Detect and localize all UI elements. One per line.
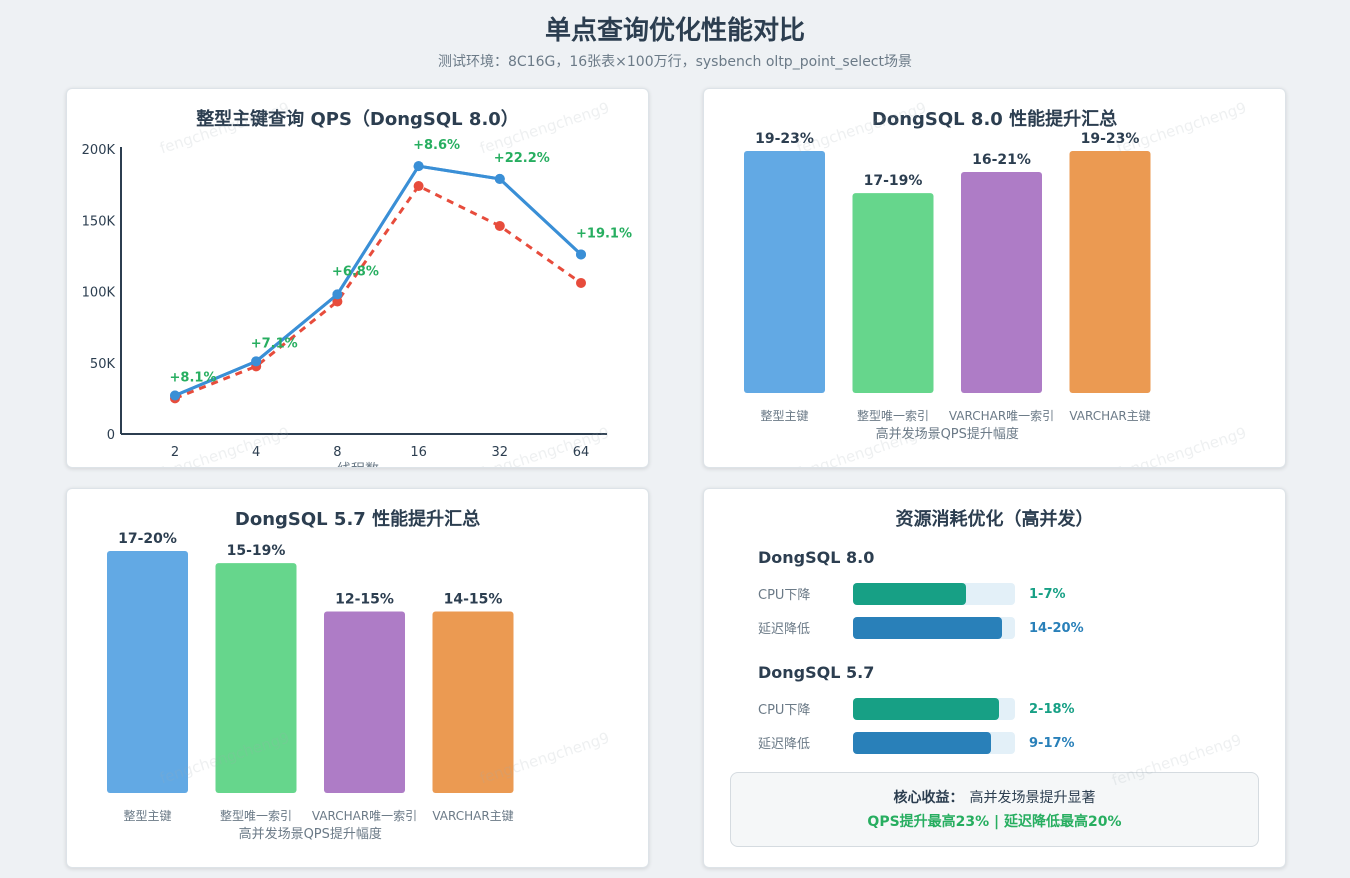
data-point <box>413 161 424 172</box>
data-label: 17-20% <box>118 531 177 547</box>
data-label: +22.2% <box>494 151 550 166</box>
resource-card: 资源消耗优化（高并发） DongSQL 8.0 CPU下降 1-7% 延迟降低 … <box>703 488 1286 868</box>
data-point <box>494 220 505 231</box>
dongsql57-bar-chart: 17-20% 整型主键 15-19% 整型唯一索引 12-15% VARCHAR唯一索引 1… <box>107 531 514 842</box>
data-label: +7.1% <box>251 336 298 351</box>
data-point <box>413 181 424 192</box>
cpu-value: 1-7% <box>1029 587 1066 602</box>
cpu-bar-track <box>853 698 1015 720</box>
summary-text: 高并发场景提升显著 <box>969 790 1096 806</box>
data-point <box>576 277 586 288</box>
bar <box>744 151 825 393</box>
x-tick-label: 4 <box>252 445 260 460</box>
data-point <box>332 289 343 300</box>
data-label: +6.8% <box>332 264 379 279</box>
latency-value: 9-17% <box>1029 736 1075 751</box>
data-label: +19.1% <box>576 226 632 241</box>
latency-bar-fill <box>853 617 1003 639</box>
x-tick-label: 整型唯一索引 <box>857 408 929 423</box>
y-tick-label: 0 <box>107 428 115 443</box>
cpu-bar-track <box>853 583 1015 605</box>
qps-line-chart: 050K100K150K200K248163264线程数QPS+8.1%+7.1… <box>82 138 632 467</box>
latency-label: 延迟降低 <box>758 737 811 752</box>
cpu-bar-fill <box>853 583 967 605</box>
summary-line: 核心收益： 高并发场景提升显著 <box>731 787 1258 807</box>
latency-label: 延迟降低 <box>758 622 811 637</box>
page-title: 单点查询优化性能对比 <box>544 16 805 46</box>
latency-bar-track <box>853 732 1015 754</box>
latency-bar-track <box>853 617 1015 639</box>
x-tick-label: 16 <box>410 445 427 460</box>
latency-value: 14-20% <box>1029 621 1084 636</box>
qps-line-chart-card: 整型主键查询 QPS（DongSQL 8.0） 0 50K 100K 150K 200K… <box>66 88 649 468</box>
x-tick-label: VARCHAR主键 <box>432 809 513 823</box>
resource-title: 资源消耗优化（高并发） <box>895 509 1094 530</box>
x-axis-label: 高并发场景QPS提升幅度 <box>239 826 382 842</box>
bar <box>215 563 297 793</box>
x-tick-label: VARCHAR唯一索引 <box>312 809 417 823</box>
data-point <box>576 249 586 260</box>
y-tick-label: 150K <box>82 214 116 229</box>
data-label: 12-15% <box>335 592 394 608</box>
bar <box>852 193 934 393</box>
data-label: 16-21% <box>972 152 1031 168</box>
data-label: 19-23% <box>755 131 814 147</box>
page-subtitle: 测试环境：8C16G，16张表×100万行，sysbench oltp_poin… <box>437 54 912 70</box>
summary-label: 核心收益： <box>893 790 964 806</box>
bar <box>961 172 1042 393</box>
section-title-dongsql80: DongSQL 8.0 <box>758 548 875 567</box>
bar <box>432 611 514 793</box>
data-label: 14-15% <box>444 592 503 608</box>
section-title-dongsql57: DongSQL 5.7 <box>758 663 875 682</box>
latency-bar-fill <box>853 732 991 754</box>
y-tick-label: 200K <box>82 143 116 158</box>
x-tick-label: 8 <box>333 445 341 460</box>
x-tick-label: VARCHAR主键 <box>1069 409 1150 423</box>
x-tick-label: 32 <box>492 445 509 460</box>
x-axis-label: 高并发场景QPS提升幅度 <box>876 426 1019 442</box>
data-point <box>332 296 343 307</box>
cpu-label: CPU下降 <box>758 588 811 603</box>
series-line <box>174 164 583 397</box>
x-tick-label: VARCHAR唯一索引 <box>949 409 1054 423</box>
data-label: 17-19% <box>864 173 923 189</box>
dongsql80-bar-chart: 19-23% 整型主键 17-19% 整型唯一索引 16-21% VARCHAR唯一索引 1… <box>744 131 1151 442</box>
bar <box>1069 151 1151 393</box>
data-label: +8.1% <box>170 371 217 386</box>
summary-highlight: QPS提升最高23% | 延迟降低最高20% <box>867 814 1122 830</box>
series-line <box>174 184 582 400</box>
data-point <box>251 356 262 367</box>
x-axis-label: 线程数 <box>337 462 379 467</box>
dongsql80-bar-chart-card: DongSQL 8.0 性能提升汇总 19-23% 整型主键 17-19% 整型唯一索… <box>703 88 1286 468</box>
data-label: 15-19% <box>227 543 286 559</box>
x-tick-label: 2 <box>171 445 179 460</box>
data-point <box>494 173 505 184</box>
y-tick-label: 50K <box>90 357 116 372</box>
y-tick-label: 100K <box>82 286 116 301</box>
x-tick-label: 整型主键 <box>760 408 808 423</box>
bar <box>107 551 188 793</box>
x-tick-label: 整型唯一索引 <box>220 808 292 823</box>
summary-box: 核心收益： 高并发场景提升显著 QPS提升最高23% | 延迟降低最高20% <box>730 772 1259 847</box>
qps-line-chart-title: 整型主键查询 QPS（DongSQL 8.0） <box>196 109 519 130</box>
data-label: +8.6% <box>413 138 460 153</box>
series-line <box>174 164 583 397</box>
cpu-label: CPU下降 <box>758 703 811 718</box>
dongsql57-bar-chart-title: DongSQL 5.7 性能提升汇总 <box>234 509 481 530</box>
cpu-bar-fill <box>853 698 999 720</box>
cpu-value: 2-18% <box>1029 702 1075 717</box>
x-tick-label: 64 <box>573 445 590 460</box>
x-tick-label: 整型主键 <box>123 808 171 823</box>
bar <box>324 611 405 793</box>
dongsql57-bar-chart-card: DongSQL 5.7 性能提升汇总 17-20% 整型主键 15-19% 整型唯一索… <box>66 488 649 868</box>
dongsql80-bar-chart-title: DongSQL 8.0 性能提升汇总 <box>871 109 1118 130</box>
data-point <box>170 390 180 401</box>
data-label: 19-23% <box>1081 131 1140 147</box>
